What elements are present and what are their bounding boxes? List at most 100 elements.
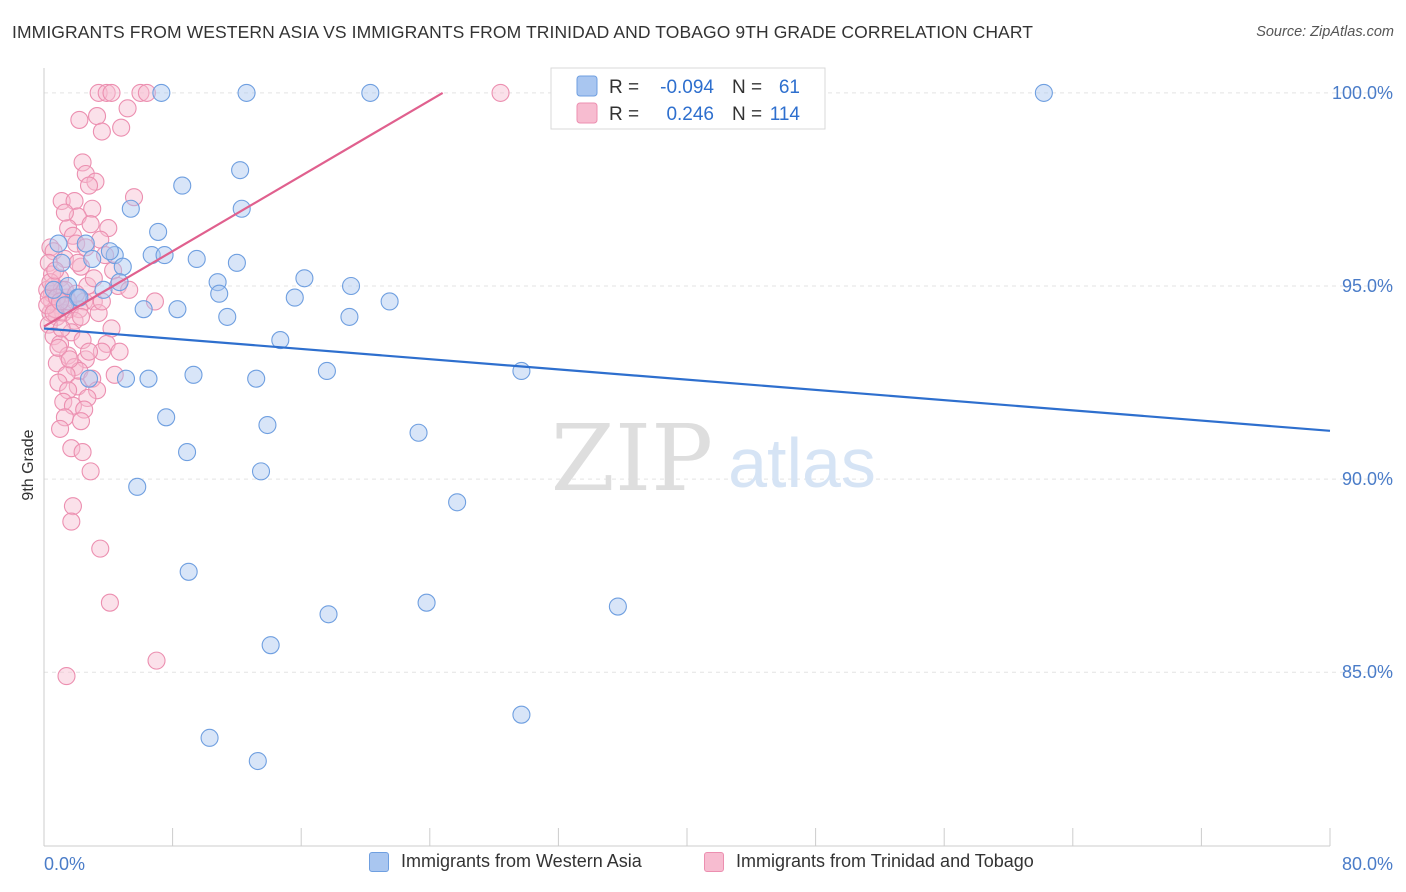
points-layer: [38, 83, 1053, 771]
data-point-trinidad: [76, 238, 95, 257]
legend-swatch-western-asia: [576, 75, 598, 97]
data-point-western-asia: [237, 83, 256, 102]
data-point-western-asia: [139, 369, 158, 388]
legend-item-trinidad[interactable]: Immigrants from Trinidad and Tobago: [704, 851, 1034, 872]
data-point-trinidad: [120, 280, 139, 299]
data-point-trinidad: [89, 303, 108, 323]
source-label: Source: ZipAtlas.com: [1256, 24, 1394, 40]
data-point-western-asia: [227, 253, 246, 272]
data-point-western-asia: [448, 493, 467, 512]
trend-line-trinidad: [43, 91, 444, 328]
data-point-western-asia: [100, 242, 119, 261]
data-point-trinidad: [102, 83, 121, 102]
data-point-trinidad: [105, 365, 124, 384]
watermark-atlas: atlas: [728, 424, 876, 502]
data-point-trinidad: [63, 497, 82, 516]
data-point-trinidad: [87, 107, 107, 126]
data-point-western-asia: [317, 361, 336, 381]
data-point-western-asia: [210, 284, 229, 303]
legend-r-label-2: R =: [609, 104, 639, 125]
data-point-trinidad: [83, 199, 102, 218]
data-point-western-asia: [218, 307, 237, 326]
data-point-western-asia: [116, 369, 136, 388]
data-point-western-asia: [79, 369, 99, 388]
legend-r-value-1: -0.094: [660, 77, 714, 98]
data-point-western-asia: [59, 276, 78, 296]
y-tick-label: 95.0%: [1342, 276, 1393, 296]
series-legend: Immigrants from Western Asia Immigrants …: [0, 851, 1406, 879]
data-point-western-asia: [409, 423, 428, 442]
legend-item-western-asia[interactable]: Immigrants from Western Asia: [369, 851, 642, 872]
data-point-trinidad: [81, 462, 100, 481]
data-point-western-asia: [319, 605, 338, 624]
data-point-western-asia: [341, 276, 361, 296]
data-point-western-asia: [258, 415, 277, 435]
data-point-western-asia: [157, 408, 176, 427]
data-point-trinidad: [491, 83, 510, 102]
data-point-western-asia: [152, 83, 171, 102]
data-point-trinidad: [91, 539, 110, 558]
data-point-trinidad: [131, 83, 150, 102]
data-point-trinidad: [100, 593, 119, 612]
data-point-western-asia: [134, 300, 153, 319]
data-point-western-asia: [76, 234, 95, 253]
data-point-trinidad: [75, 400, 94, 419]
data-point-western-asia: [179, 562, 198, 581]
data-point-trinidad: [62, 439, 81, 458]
legend-label-trinidad: Immigrants from Trinidad and Tobago: [736, 851, 1034, 871]
data-point-western-asia: [184, 365, 203, 384]
data-point-trinidad: [67, 234, 86, 253]
data-point-trinidad: [92, 122, 111, 141]
watermark-zip: ZIP: [551, 405, 713, 512]
data-point-trinidad: [84, 269, 103, 288]
legend-r-label-1: R =: [609, 77, 639, 98]
data-point-trinidad: [79, 176, 99, 195]
data-point-western-asia: [121, 199, 140, 218]
chart-title: IMMIGRANTS FROM WESTERN ASIA VS IMMIGRAN…: [12, 22, 1034, 42]
data-point-trinidad: [73, 443, 92, 462]
legend-n-label-2: N =: [732, 104, 762, 125]
data-point-trinidad: [57, 667, 76, 686]
data-point-trinidad: [65, 191, 84, 211]
y-tick-label: 90.0%: [1342, 469, 1393, 489]
y-tick-label: 100.0%: [1332, 83, 1393, 103]
legend-r-value-2: 0.246: [666, 104, 714, 125]
data-point-western-asia: [49, 234, 68, 253]
data-point-western-asia: [44, 280, 63, 299]
data-point-western-asia: [271, 331, 290, 350]
data-point-trinidad: [51, 419, 70, 438]
data-point-western-asia: [83, 249, 102, 269]
data-point-trinidad: [68, 253, 87, 272]
data-point-trinidad: [52, 191, 71, 211]
data-point-western-asia: [380, 292, 399, 311]
data-point-trinidad: [78, 388, 97, 408]
data-point-western-asia: [231, 161, 250, 180]
legend-label-western-asia: Immigrants from Western Asia: [401, 851, 642, 871]
data-point-western-asia: [200, 728, 219, 747]
legend-marker-western-asia: [369, 851, 389, 872]
data-point-western-asia: [113, 257, 132, 276]
data-point-trinidad: [49, 373, 68, 392]
data-point-trinidad: [76, 164, 95, 184]
x-tick-labels: 0.0% 80.0%: [44, 854, 1393, 874]
legend-n-label-1: N =: [732, 77, 762, 98]
data-point-western-asia: [340, 307, 359, 326]
watermark: ZIP atlas: [551, 405, 876, 512]
axis-layer: [43, 68, 1331, 847]
data-point-trinidad: [70, 110, 89, 129]
data-point-trinidad: [92, 342, 111, 361]
data-point-western-asia: [261, 636, 280, 655]
data-point-western-asia: [52, 253, 71, 272]
data-point-trinidad: [60, 350, 79, 369]
data-point-western-asia: [361, 83, 380, 102]
legend-n-value-1: 61: [779, 77, 800, 98]
data-point-western-asia: [247, 369, 266, 388]
data-point-western-asia: [251, 462, 271, 481]
data-point-trinidad: [49, 338, 68, 357]
data-point-trinidad: [71, 412, 91, 431]
data-point-western-asia: [149, 222, 168, 241]
data-point-trinidad: [147, 651, 166, 670]
data-point-western-asia: [295, 269, 314, 288]
data-point-trinidad: [81, 215, 100, 234]
